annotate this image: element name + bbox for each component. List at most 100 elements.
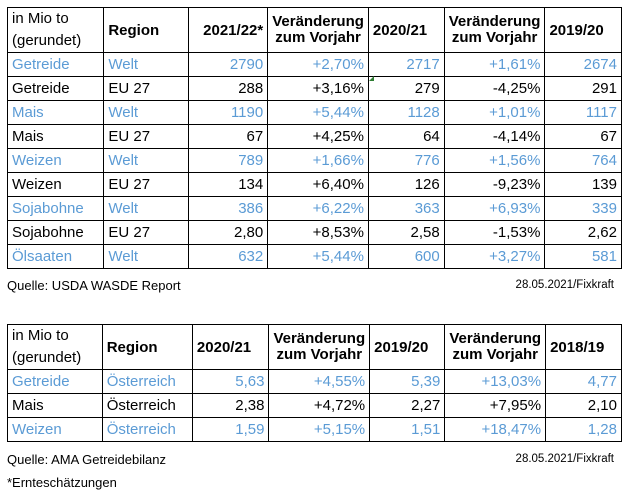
- change-cell: +3,16%: [267, 76, 369, 101]
- change-cell: +1,56%: [443, 148, 546, 173]
- value-cell: 764: [544, 148, 622, 173]
- year-header: 2018/19: [545, 324, 622, 370]
- change-cell: +5,15%: [268, 417, 371, 442]
- product-cell: Getreide: [7, 369, 103, 394]
- table-row: Getreide EU 27 288 +3,16% 279 -4,25% 291: [6, 76, 622, 101]
- cell-error-indicator-icon: [369, 76, 374, 81]
- change-cell: +13,03%: [444, 369, 547, 394]
- change-header-line: zum Vorjahr: [275, 29, 361, 46]
- change-cell: +1,01%: [443, 100, 546, 125]
- product-cell: Weizen: [6, 172, 105, 197]
- change-cell: +18,47%: [444, 417, 547, 442]
- change-cell: +6,40%: [267, 172, 369, 197]
- value-cell: 1190: [188, 100, 269, 125]
- change-header-line: Veränderung: [272, 13, 364, 30]
- change-header: Veränderung zum Vorjahr: [444, 324, 547, 370]
- value-cell: 1,28: [545, 417, 622, 442]
- product-cell: Ölsaaten: [6, 244, 105, 269]
- year-header: 2020/21: [191, 324, 270, 370]
- change-cell: +1,61%: [443, 52, 546, 77]
- value-cell: 2,80: [188, 220, 269, 245]
- source-note: Quelle: USDA WASDE Report: [7, 278, 181, 293]
- region-cell: EU 27: [103, 124, 190, 149]
- change-header: Veränderung zum Vorjahr: [443, 7, 546, 53]
- source-note: Quelle: AMA Getreidebilanz: [7, 452, 166, 467]
- value-cell: 139: [544, 172, 622, 197]
- region-cell: EU 27: [103, 172, 190, 197]
- world-eu-harvest-table: in Mio to (gerundet) Region 2021/22* Ver…: [6, 7, 622, 269]
- change-cell: -4,14%: [443, 124, 546, 149]
- year-header: 2020/21: [367, 7, 445, 53]
- region-cell: Österreich: [101, 417, 193, 442]
- change-header-line: zum Vorjahr: [276, 346, 363, 363]
- value-cell: 5,39: [369, 369, 446, 394]
- value-cell: 279: [367, 76, 445, 101]
- value-cell: 67: [188, 124, 269, 149]
- change-header-line: zum Vorjahr: [451, 29, 538, 46]
- change-cell: +4,55%: [268, 369, 371, 394]
- change-header-line: Veränderung: [448, 13, 541, 30]
- value-cell: 2,58: [367, 220, 445, 245]
- table-row: Sojabohne Welt 386 +6,22% 363 +6,93% 339: [6, 196, 622, 221]
- value-cell: 632: [188, 244, 269, 269]
- value-cell: 2,27: [369, 393, 446, 418]
- product-cell: Mais: [6, 124, 105, 149]
- table-row: Getreide Welt 2790 +2,70% 2717 +1,61% 2674: [6, 52, 622, 77]
- product-cell: Mais: [7, 393, 103, 418]
- value-cell: 5,63: [191, 369, 270, 394]
- region-cell: Welt: [103, 244, 190, 269]
- year-header: 2019/20: [544, 7, 622, 53]
- date-note: 28.05.2021/Fixkraft: [515, 453, 614, 465]
- value-cell: 67: [544, 124, 622, 149]
- value-cell: 291: [544, 76, 622, 101]
- unit-line: (gerundet): [12, 32, 82, 49]
- value-cell: 2790: [188, 52, 269, 77]
- date-note: 28.05.2021/Fixkraft: [515, 279, 614, 291]
- unit-line: in Mio to: [12, 327, 69, 344]
- value-cell: 2,38: [191, 393, 270, 418]
- year-header: 2019/20: [369, 324, 446, 370]
- region-cell: EU 27: [103, 220, 190, 245]
- table-header-row: in Mio to (gerundet) Region 2021/22* Ver…: [6, 7, 622, 53]
- table-row: Mais EU 27 67 +4,25% 64 -4,14% 67: [6, 124, 622, 149]
- unit-header: in Mio to (gerundet): [7, 324, 103, 370]
- value-cell: 126: [367, 172, 445, 197]
- region-header: Region: [101, 324, 193, 370]
- table-header-row: in Mio to (gerundet) Region 2020/21 Verä…: [7, 324, 622, 370]
- value-cell: 1,51: [369, 417, 446, 442]
- unit-line: in Mio to: [12, 10, 69, 27]
- region-cell: Österreich: [101, 369, 193, 394]
- table-row: Weizen EU 27 134 +6,40% 126 -9,23% 139: [6, 172, 622, 197]
- region-header: Region: [103, 7, 190, 53]
- value-cell: 581: [544, 244, 622, 269]
- table-row: Getreide Österreich 5,63 +4,55% 5,39 +13,03% 4…: [7, 369, 622, 394]
- change-cell: +4,25%: [267, 124, 369, 149]
- product-cell: Getreide: [6, 52, 105, 77]
- product-cell: Weizen: [6, 148, 105, 173]
- austria-harvest-table: in Mio to (gerundet) Region 2020/21 Verä…: [7, 324, 622, 442]
- value-cell: 776: [367, 148, 445, 173]
- value-cell: 4,77: [545, 369, 622, 394]
- change-cell: +3,27%: [443, 244, 546, 269]
- change-cell: +5,44%: [267, 100, 369, 125]
- table-row: Mais Welt 1190 +5,44% 1128 +1,01% 1117: [6, 100, 622, 125]
- value-cell: 1,59: [191, 417, 270, 442]
- value-cell: 288: [188, 76, 269, 101]
- change-header: Veränderung zum Vorjahr: [268, 324, 371, 370]
- value-cell: 363: [367, 196, 445, 221]
- change-cell: +7,95%: [444, 393, 547, 418]
- product-cell: Sojabohne: [6, 220, 105, 245]
- value-cell: 2674: [544, 52, 622, 77]
- table-row: Ölsaaten Welt 632 +5,44% 600 +3,27% 581: [6, 244, 622, 269]
- product-cell: Mais: [6, 100, 105, 125]
- footnote: *Ernteschätzungen: [7, 475, 117, 490]
- value-cell: 386: [188, 196, 269, 221]
- region-cell: Österreich: [101, 393, 193, 418]
- product-cell: Getreide: [6, 76, 105, 101]
- region-cell: EU 27: [103, 76, 190, 101]
- change-cell: +6,22%: [267, 196, 369, 221]
- value-cell: 339: [544, 196, 622, 221]
- table-row: Weizen Österreich 1,59 +5,15% 1,51 +18,47% 1,2…: [7, 417, 622, 442]
- region-cell: Welt: [103, 148, 190, 173]
- change-header-line: zum Vorjahr: [452, 346, 539, 363]
